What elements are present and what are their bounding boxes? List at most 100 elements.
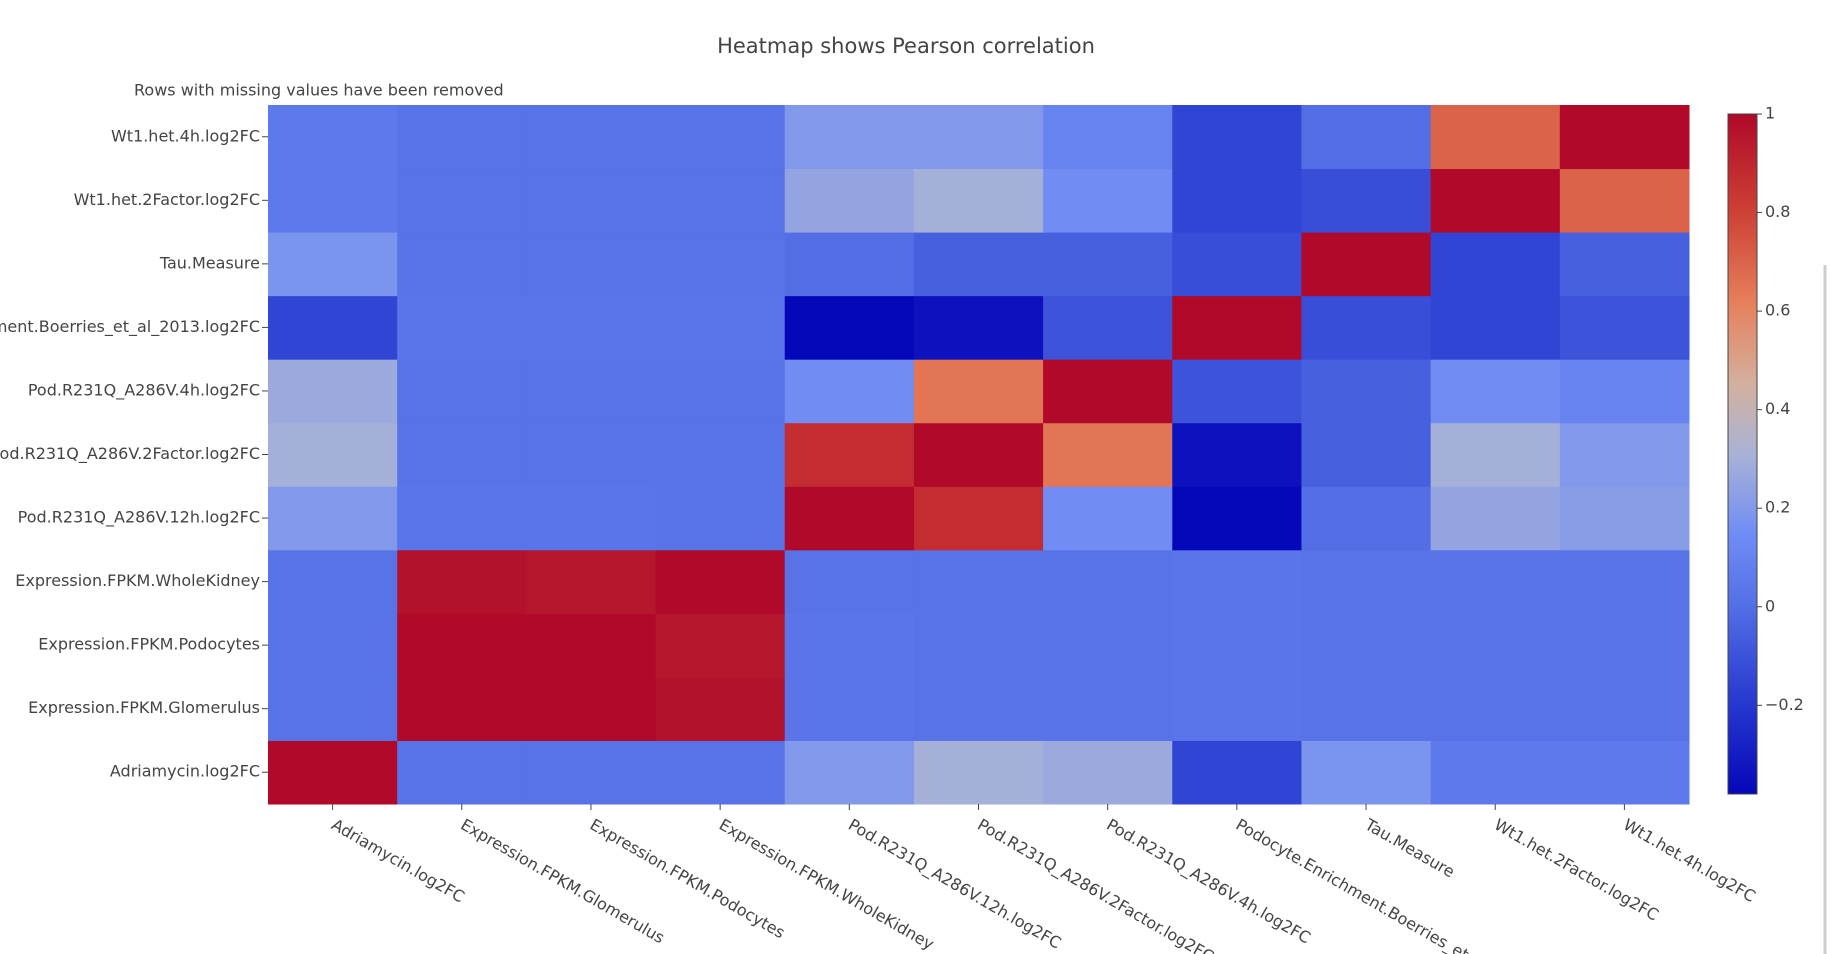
- heatmap-cell: [1430, 676, 1561, 741]
- heatmap-cell: [913, 232, 1044, 297]
- y-tick-label: Expression.FPKM.Podocytes: [38, 635, 260, 654]
- heatmap-cell: [526, 676, 657, 741]
- heatmap-cell: [1301, 105, 1432, 170]
- heatmap-cell: [1430, 232, 1561, 297]
- chart-title: Heatmap shows Pearson correlation: [717, 34, 1095, 58]
- heatmap-cell: [268, 486, 398, 551]
- heatmap-cell: [784, 676, 915, 741]
- x-tick-label: Expression.FPKM.Glomerulus: [458, 815, 668, 947]
- heatmap-cell: [913, 359, 1044, 424]
- heatmap-cell: [913, 105, 1044, 170]
- heatmap-cell: [1043, 676, 1173, 741]
- colorbar: [1727, 113, 1758, 795]
- heatmap-cell: [1043, 549, 1173, 614]
- y-tick-label: Wt1.het.2Factor.log2FC: [74, 190, 260, 209]
- heatmap-cell: [655, 422, 786, 487]
- x-tick-label: Tau.Measure: [1361, 814, 1458, 881]
- heatmap-cell: [1430, 359, 1561, 424]
- heatmap-cell: [784, 232, 915, 297]
- heatmap-cell: [655, 105, 786, 170]
- heatmap-cell: [397, 295, 527, 360]
- heatmap-cell: [526, 295, 657, 360]
- colorbar-tick-label: 0: [1765, 596, 1775, 615]
- heatmap-cell: [655, 549, 786, 614]
- y-tick-label: Adriamycin.log2FC: [110, 762, 260, 781]
- heatmap-cell: [1301, 613, 1432, 678]
- heatmap-cell: [655, 676, 786, 741]
- heatmap-cell: [1301, 740, 1432, 805]
- heatmap-cell: [526, 549, 657, 614]
- heatmap-cell: [268, 168, 398, 233]
- heatmap-cell: [655, 295, 786, 360]
- heatmap-cell: [268, 676, 398, 741]
- heatmap-cell: [1043, 359, 1173, 424]
- heatmap-cell: [1172, 740, 1302, 805]
- heatmap-cell: [268, 359, 398, 424]
- x-tick-label: Adriamycin.log2FC: [328, 815, 468, 907]
- x-tick-label: Wt1.het.4h.log2FC: [1620, 815, 1759, 906]
- colorbar-tick-label: 0.4: [1765, 399, 1790, 418]
- heatmap-cell: [1430, 740, 1561, 805]
- colorbar-tick-label: −0.2: [1765, 695, 1804, 714]
- y-tick-label: Expression.FPKM.Glomerulus: [28, 698, 260, 717]
- heatmap-cell: [1430, 105, 1561, 170]
- heatmap-cell: [784, 168, 915, 233]
- heatmap-cell: [1559, 295, 1690, 360]
- heatmap-cell: [784, 105, 915, 170]
- heatmap-cell: [1172, 613, 1302, 678]
- y-tick-label: Podocyte.Enrichment.Boerries_et_al_2013.…: [0, 317, 260, 337]
- heatmap-cell: [1301, 422, 1432, 487]
- heatmap-cell: [1172, 549, 1302, 614]
- x-tick-label: Pod.R231Q_A286V.2Factor.log2FC: [974, 815, 1217, 954]
- heatmap-cell: [1043, 232, 1173, 297]
- heatmap-cell: [268, 740, 398, 805]
- heatmap-cell: [655, 168, 786, 233]
- heatmap-cell: [1559, 105, 1690, 170]
- heatmap-cell: [397, 740, 527, 805]
- heatmap-cell: [1559, 613, 1690, 678]
- heatmap-cell: [913, 168, 1044, 233]
- heatmap-cell: [913, 486, 1044, 551]
- heatmap-cell: [913, 613, 1044, 678]
- heatmap-cell: [1172, 105, 1302, 170]
- heatmap-cell: [1430, 295, 1561, 360]
- heatmap-cell: [397, 613, 527, 678]
- heatmap-cell: [784, 295, 915, 360]
- heatmap-cell: [913, 295, 1044, 360]
- heatmap-cell: [1301, 676, 1432, 741]
- heatmap-cell: [1172, 168, 1302, 233]
- heatmap-cell: [1043, 422, 1173, 487]
- heatmap-cell: [397, 676, 527, 741]
- y-tick-label: Expression.FPKM.WholeKidney: [15, 571, 260, 590]
- heatmap-cell: [1430, 486, 1561, 551]
- x-tick-label: Pod.R231Q_A286V.4h.log2FC: [1103, 815, 1314, 948]
- heatmap-cell: [1559, 676, 1690, 741]
- y-tick-label: Tau.Measure: [159, 253, 260, 272]
- heatmap-cell: [1172, 676, 1302, 741]
- heatmap-cell: [268, 295, 398, 360]
- heatmap-cell: [397, 549, 527, 614]
- heatmap-cell: [1301, 486, 1432, 551]
- heatmap-cell: [526, 613, 657, 678]
- heatmap-cell: [913, 740, 1044, 805]
- heatmap-cell: [397, 168, 527, 233]
- heatmap-cell: [1172, 295, 1302, 360]
- colorbar-tick-label: 0.8: [1765, 202, 1790, 221]
- heatmap-cell: [655, 232, 786, 297]
- heatmap-cell: [784, 613, 915, 678]
- heatmap-cell: [784, 422, 915, 487]
- heatmap-cell: [397, 422, 527, 487]
- heatmap-cell: [526, 232, 657, 297]
- heatmap-cell: [655, 740, 786, 805]
- heatmap-cell: [268, 422, 398, 487]
- heatmap-cell: [1043, 740, 1173, 805]
- heatmap-cell: [1043, 105, 1173, 170]
- heatmap-cell: [1430, 422, 1561, 487]
- colorbar-tick-label: 0.2: [1765, 498, 1790, 517]
- y-tick-label: Pod.R231Q_A286V.4h.log2FC: [28, 380, 260, 400]
- heatmap-cell: [1172, 486, 1302, 551]
- heatmap-cell: [1301, 232, 1432, 297]
- heatmap-cell: [1043, 486, 1173, 551]
